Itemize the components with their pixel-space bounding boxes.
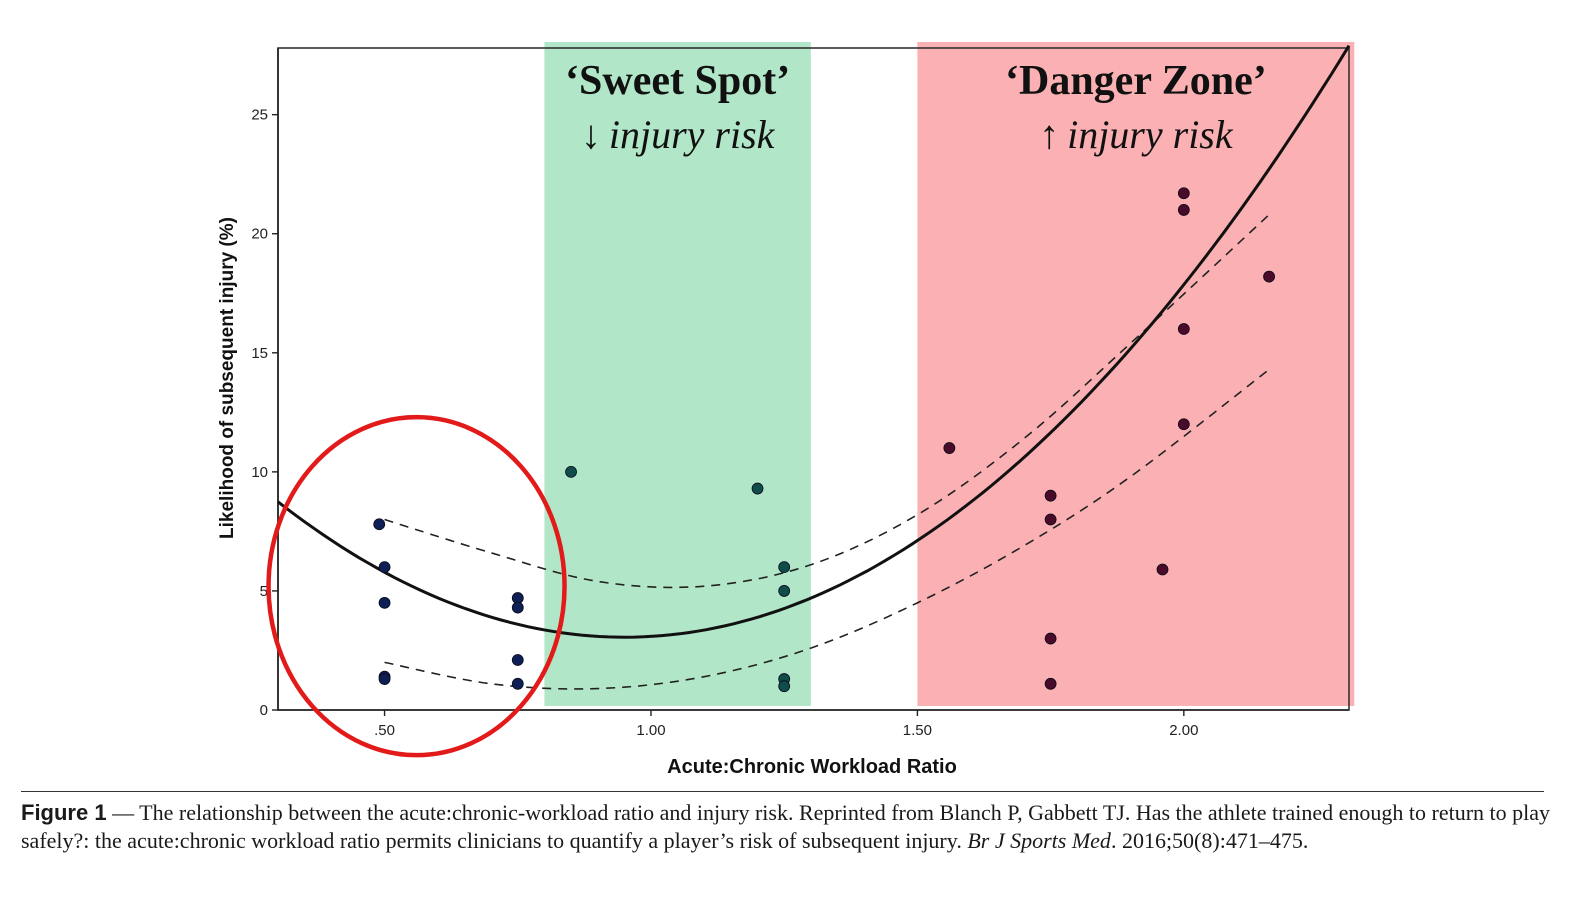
data-point [1044,489,1057,502]
y-tick-label: 10 [251,464,268,481]
caption-text: — The relationship between the acute:chr… [21,800,1551,853]
sweet-spot-title: ‘Sweet Spot’ [565,58,790,104]
caption-citation: . 2016;50(8):471–475. [1110,828,1309,853]
highlight-circle [266,414,567,758]
y-tick-label: 25 [251,107,268,124]
data-point [565,465,577,478]
data-point [1177,187,1190,200]
y-tick-label: 15 [251,345,268,362]
confidence-band-lower [384,368,1270,690]
data-point [1044,677,1057,690]
y-tick-label: 5 [260,583,268,600]
y-tick-label: 0 [260,702,268,719]
sweet-spot-subtitle-text: injury risk [609,112,776,157]
data-point [511,677,524,690]
figure-caption: Figure 1 — The relationship between the … [21,799,1561,855]
data-point [751,482,764,495]
data-point [1177,418,1190,431]
x-tick-label: 1.50 [903,722,932,739]
y-axis-label: Likelihood of subsequent injury (%) [217,217,238,539]
data-point [378,673,391,685]
caption-label: Figure 1 [21,800,107,825]
caption-divider [21,791,1544,792]
data-point [1177,204,1190,216]
danger-zone-subtitle: ↑ injury risk [1039,112,1234,157]
arrow-down-icon: ↓ [581,112,601,157]
confidence-band-upper [384,214,1270,589]
zone-text-layer: ‘Sweet Spot’↓ injury risk‘Danger Zone’↑ in… [565,58,1267,157]
data-point [1177,323,1190,335]
fit-curve-layer [277,44,1351,639]
sweet-spot-zone [544,42,811,706]
highlight-layer [266,414,567,758]
data-point [778,680,791,693]
data-point [511,654,524,666]
points-layer [373,187,1275,693]
data-point [511,601,524,614]
x-tick-label: 2.00 [1169,722,1198,739]
data-point [378,561,391,574]
x-tick-label: 1.00 [636,722,665,739]
x-axis-label: Acute:Chronic Workload Ratio [667,756,957,778]
arrow-up-icon: ↑ [1039,112,1059,157]
confidence-band-layer [384,214,1270,690]
x-tick-label: .50 [374,722,395,739]
data-point [1044,632,1057,645]
caption-journal: Br J Sports Med [967,828,1111,853]
ticks-layer: .50 1.00 1.50 2.00 0 5 10 15 20 25 [251,107,1198,739]
sweet-spot-subtitle: ↓ injury risk [581,112,776,157]
danger-zone-title: ‘Danger Zone’ [1005,58,1267,104]
data-point [1263,270,1275,283]
data-point [778,585,791,597]
data-point [943,442,956,454]
y-tick-label: 20 [251,226,268,243]
data-point [778,561,791,574]
fit-curve [277,44,1351,639]
data-point [1156,563,1169,576]
data-point [378,596,391,609]
data-point [373,518,386,531]
danger-zone-subtitle-text: injury risk [1067,112,1234,157]
data-point [1044,513,1057,526]
